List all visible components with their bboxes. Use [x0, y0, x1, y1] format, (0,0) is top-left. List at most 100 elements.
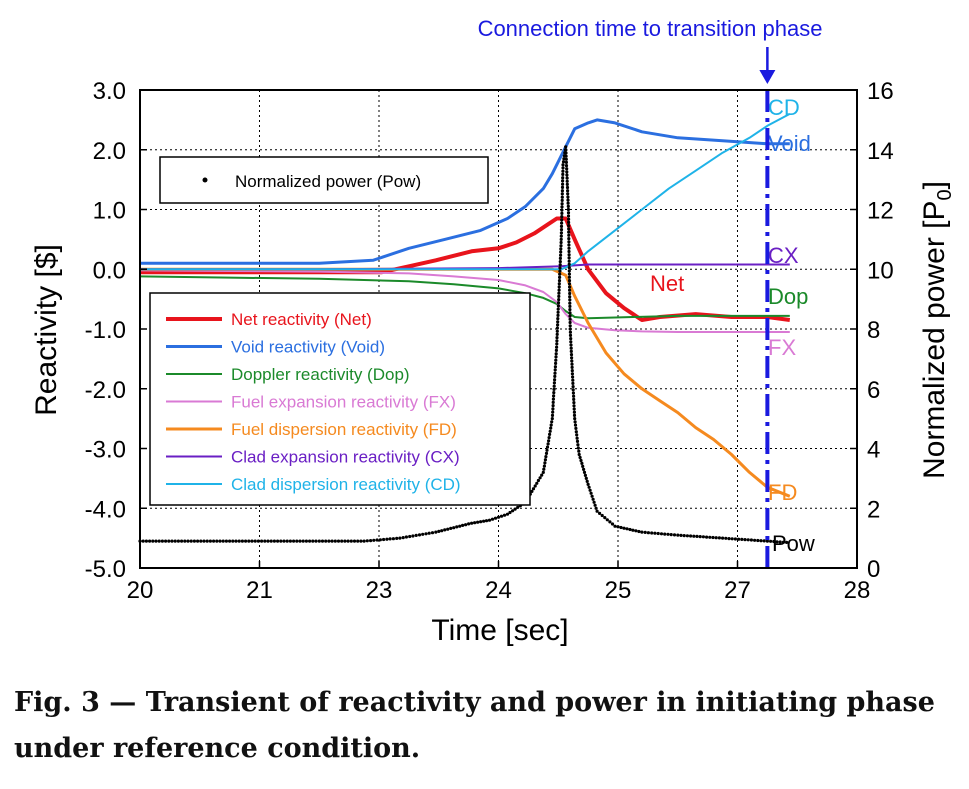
power-point: [549, 423, 553, 427]
power-point: [461, 523, 465, 528]
power-point: [551, 397, 556, 401]
power-point: [552, 384, 556, 388]
power-point: [324, 539, 328, 543]
power-point: [533, 484, 537, 488]
power-point: [575, 433, 579, 437]
series-end-label-net: Net: [650, 271, 684, 296]
power-point: [559, 228, 564, 232]
power-point: [215, 539, 219, 543]
power-point: [414, 533, 418, 538]
power-point: [565, 185, 570, 190]
power-point: [676, 533, 680, 537]
power-point: [343, 539, 347, 543]
power-point: [568, 304, 572, 308]
power-point: [585, 479, 589, 483]
power-point: [571, 378, 575, 382]
power-point: [669, 533, 673, 537]
power-point: [571, 375, 575, 379]
power-point: [605, 518, 609, 522]
y-right-tick-label: 10: [867, 257, 894, 284]
power-point: [421, 532, 425, 536]
power-point: [572, 410, 577, 414]
series-line-fx: [139, 269, 790, 333]
power-point: [154, 539, 158, 543]
power-point: [701, 535, 706, 539]
power-point: [550, 417, 554, 421]
power-point: [619, 525, 623, 530]
power-point: [148, 539, 152, 543]
power-point: [382, 537, 386, 542]
power-point: [574, 430, 578, 434]
y-right-tick-label: 16: [867, 78, 894, 105]
power-point: [572, 394, 576, 398]
power-point: [160, 539, 164, 543]
power-point: [543, 461, 547, 465]
power-point: [570, 365, 574, 369]
power-point: [385, 537, 389, 541]
power-point: [717, 536, 722, 540]
power-point: [567, 246, 571, 250]
power-point: [464, 523, 468, 527]
power-point: [650, 531, 654, 535]
power-point: [554, 352, 558, 356]
power-point: [502, 513, 507, 517]
power-point: [470, 521, 474, 525]
power-point: [516, 505, 520, 509]
power-point: [587, 485, 591, 489]
power-point: [560, 215, 564, 219]
power-point: [247, 539, 251, 543]
power-point: [685, 534, 690, 538]
power-point: [785, 540, 789, 545]
power-point: [778, 540, 782, 544]
power-point: [553, 365, 558, 369]
power-point: [666, 532, 670, 536]
power-point: [398, 536, 402, 540]
power-point: [730, 537, 734, 541]
power-point: [569, 337, 573, 341]
power-point: [714, 536, 718, 540]
y-left-tick-label: -4.0: [85, 496, 126, 523]
power-point: [455, 525, 459, 529]
power-legend: Normalized power (Pow): [159, 156, 489, 204]
y-left-tick-label: 0.0: [93, 257, 126, 284]
power-point: [646, 531, 651, 535]
power-point: [708, 535, 712, 539]
power-point: [349, 539, 353, 543]
power-point: [391, 537, 395, 541]
power-point: [540, 473, 544, 477]
power-point: [288, 539, 292, 543]
power-point: [567, 269, 571, 273]
power-point: [565, 182, 569, 186]
power-point: [568, 288, 572, 292]
power-point: [218, 539, 222, 543]
power-point: [568, 314, 572, 318]
y-right-tick-label: 6: [867, 377, 880, 404]
power-point: [564, 154, 568, 158]
power-point: [561, 169, 565, 173]
power-point: [551, 404, 555, 408]
power-point: [467, 522, 471, 526]
power-point: [263, 539, 267, 543]
power-point: [151, 539, 155, 543]
power-point: [295, 539, 299, 543]
series-end-label-pow: Pow: [772, 531, 815, 556]
power-point: [556, 310, 560, 314]
power-point: [572, 407, 576, 411]
y-right-axis-title: Normalized power [P0]: [918, 181, 956, 479]
power-point: [555, 342, 559, 346]
power-point: [562, 157, 566, 161]
power-point: [765, 539, 770, 543]
power-point: [577, 449, 581, 453]
power-point: [559, 247, 563, 251]
power-point: [224, 539, 228, 543]
x-tick-label: 23: [366, 577, 393, 604]
power-point: [212, 539, 216, 543]
power-point: [564, 151, 568, 155]
power-point: [183, 539, 187, 543]
power-point: [555, 332, 559, 336]
y-left-tick-label: -3.0: [85, 437, 126, 464]
legend-label-cx: Clad expansion reactivity (CX): [231, 448, 460, 467]
power-point: [567, 217, 571, 221]
power-point: [443, 528, 447, 532]
power-point: [570, 356, 574, 360]
